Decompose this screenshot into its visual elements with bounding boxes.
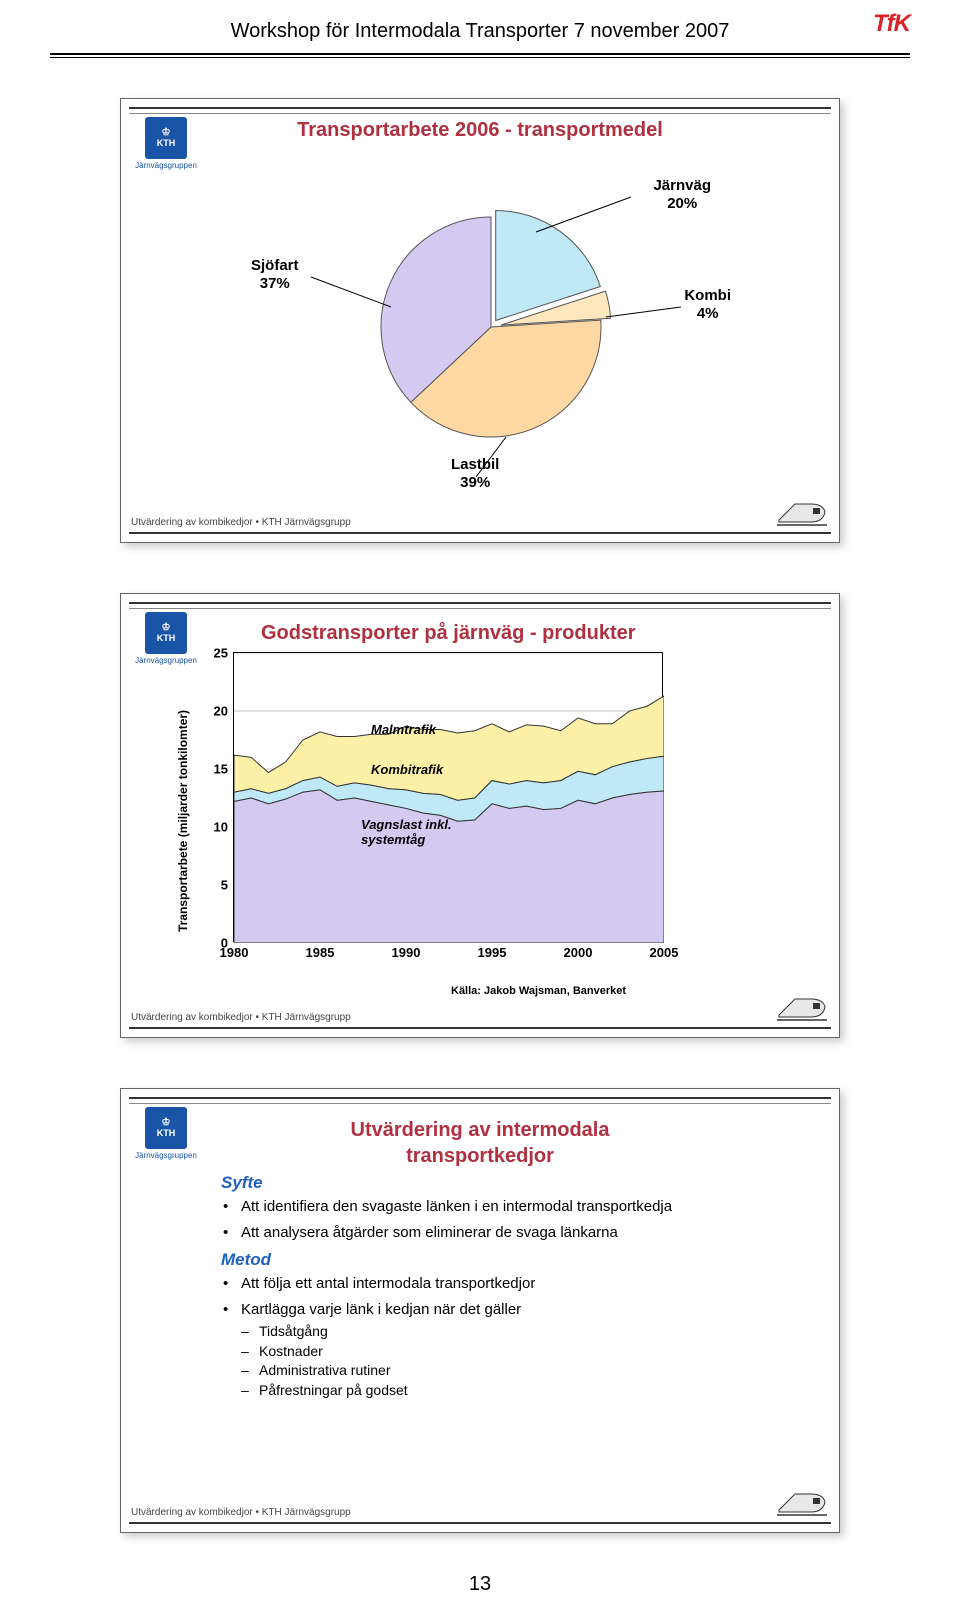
area-title: Godstransporter på järnväg - produkter bbox=[201, 602, 839, 645]
area-label-kombi: Kombitrafik bbox=[371, 762, 443, 777]
area-label-malm: Malmtrafik bbox=[371, 722, 436, 737]
area-chart: Transportarbete (miljarder tonkilomter) … bbox=[181, 652, 681, 982]
syfte-head: Syfte bbox=[221, 1173, 739, 1193]
pie-chart: Järnväg20% Kombi4% Lastbil39% Sjöfart37% bbox=[251, 157, 731, 487]
area-ylabel: Transportarbete (miljarder tonkilomter) bbox=[176, 710, 190, 932]
list-item: Administrativa rutiner bbox=[241, 1361, 739, 1381]
train-icon bbox=[777, 498, 827, 528]
syfte-list: Att identifiera den svagaste länken i en… bbox=[221, 1197, 739, 1244]
page-title: Workshop för Intermodala Transporter 7 n… bbox=[50, 20, 910, 43]
slide-area: ♔KTH Järnvägsgruppen Godstransporter på … bbox=[120, 593, 840, 1038]
list-item: Att identifiera den svagaste länken i en… bbox=[221, 1197, 739, 1217]
list-item: Att följa ett antal intermodala transpor… bbox=[221, 1274, 739, 1294]
tfk-logo: TfK bbox=[873, 10, 910, 38]
pie-label-kombi: Kombi4% bbox=[684, 287, 731, 323]
slide-pie: ♔KTH Järnvägsgruppen Transportarbete 200… bbox=[120, 98, 840, 543]
list-item: Kostnader bbox=[241, 1342, 739, 1362]
pie-label-jarnvag: Järnväg20% bbox=[653, 177, 711, 213]
area-label-vagn: Vagnslast inkl. systemtåg bbox=[361, 817, 452, 847]
slide-footer: Utvärdering av kombikedjor • KTH Järnväg… bbox=[131, 517, 351, 528]
header-rule bbox=[50, 53, 910, 55]
list-item: Kartlägga varje länk i kedjan när det gä… bbox=[221, 1300, 739, 1401]
train-icon bbox=[777, 1488, 827, 1518]
page-number: 13 bbox=[0, 1543, 960, 1616]
area-source: Källa: Jakob Wajsman, Banverket bbox=[451, 985, 626, 997]
slide-footer: Utvärdering av kombikedjor • KTH Järnväg… bbox=[131, 1012, 351, 1023]
pie-label-sjofart: Sjöfart37% bbox=[251, 257, 299, 293]
list-item: Att analysera åtgärder som eliminerar de… bbox=[221, 1223, 739, 1243]
kth-logo-block: ♔KTH Järnvägsgruppen bbox=[131, 117, 201, 170]
list-item: Påfrestningar på godset bbox=[241, 1381, 739, 1401]
kth-logo-block: ♔KTH Järnvägsgruppen bbox=[131, 1107, 201, 1160]
metod-head: Metod bbox=[221, 1250, 739, 1270]
slide-text: ♔KTH Järnvägsgruppen Utvärdering av inte… bbox=[120, 1088, 840, 1533]
metod-list: Att följa ett antal intermodala transpor… bbox=[221, 1274, 739, 1401]
pie-title: Transportarbete 2006 - transportmedel bbox=[121, 107, 839, 142]
page-header: Workshop för Intermodala Transporter 7 n… bbox=[0, 0, 960, 51]
text-slide-title: Utvärdering av intermodala transportkedj… bbox=[221, 1117, 739, 1169]
train-icon bbox=[777, 993, 827, 1023]
list-item: Tidsåtgång bbox=[241, 1322, 739, 1342]
pie-label-lastbil: Lastbil39% bbox=[451, 456, 499, 492]
slide-footer: Utvärdering av kombikedjor • KTH Järnväg… bbox=[131, 1507, 351, 1518]
